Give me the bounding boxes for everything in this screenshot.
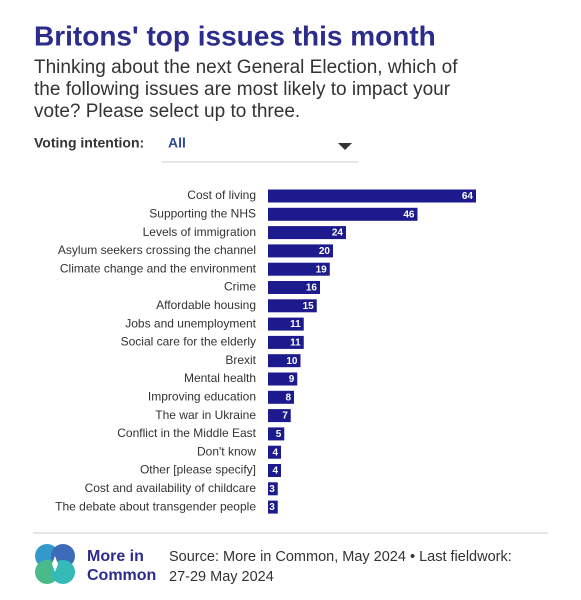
category-label: Supporting the NHS [149,206,256,220]
category-label: Levels of immigration [143,225,256,239]
category-label: Asylum seekers crossing the channel [58,243,256,257]
filter-value[interactable]: All [168,135,186,151]
value-label: 24 [332,228,344,239]
value-label: 7 [282,411,288,422]
chart-title: Britons' top issues this month [34,20,436,51]
filter-label: Voting intention: [34,135,144,151]
bar [268,372,298,386]
bar [268,317,304,331]
brand-line: More in [87,548,144,565]
subtitle-line: the following issues are most likely to … [34,79,451,100]
value-label: 46 [403,209,415,220]
category-label: Cost and availability of childcare [85,481,257,495]
bar [268,262,330,276]
value-label: 10 [286,356,298,367]
value-label: 4 [272,466,278,477]
bar [268,207,418,221]
bar [268,500,278,514]
dropdown[interactable]: All [162,130,360,163]
bar [268,482,278,496]
category-label: Cost of living [187,188,256,202]
source-line: Source: More in Common, May 2024 • Last … [169,549,512,565]
value-label: 4 [272,447,278,458]
bar [268,226,346,240]
value-label: 20 [319,246,331,257]
category-label: Climate change and the environment [60,261,257,275]
source-line: 27-29 May 2024 [169,569,274,585]
bar [268,244,333,258]
bar [268,445,281,459]
subtitle-line: vote? Please select up to three. [34,101,300,122]
category-label: Don't know [197,444,256,458]
value-label: 64 [462,191,474,202]
logo-star [52,556,58,572]
bar [268,354,301,368]
value-label: 8 [285,392,291,403]
category-label: The war in Ukraine [155,408,256,422]
bar [268,335,304,349]
value-label: 3 [269,502,275,513]
value-label: 3 [269,484,275,495]
category-label: Improving education [148,389,256,403]
logo [35,544,75,584]
category-label: Conflict in the Middle East [117,426,256,440]
category-label: Social care for the elderly [121,335,256,349]
bar [268,281,320,294]
value-label: 11 [290,319,301,330]
bar [268,390,294,404]
bar [268,189,476,203]
dropdown-area[interactable] [162,130,360,162]
bar [268,409,291,423]
category-label: The debate about transgender people [55,499,256,513]
value-label: 19 [316,264,328,275]
value-label: 9 [289,374,295,385]
brand-line: Common [87,567,156,584]
subtitle-line: Thinking about the next General Election… [34,57,458,78]
subtitle: Thinking about the next General Election… [34,57,458,122]
value-label: 16 [306,283,318,294]
value-label: 15 [303,301,315,312]
bars: Cost of living 64 Supporting the NHS 46 Leve… [55,188,476,514]
bar [268,299,317,313]
category-label: Brexit [225,353,256,367]
value-label: 5 [276,429,282,440]
value-label: 11 [290,338,301,349]
category-label: Affordable housing [156,298,256,312]
category-label: Crime [224,280,256,294]
bar [268,427,285,441]
dropdown-arrow[interactable] [338,143,352,150]
bar [268,464,281,477]
category-label: Mental health [184,371,256,385]
category-label: Jobs and unemployment [125,316,256,330]
category-label: Other [please specify] [140,463,256,477]
